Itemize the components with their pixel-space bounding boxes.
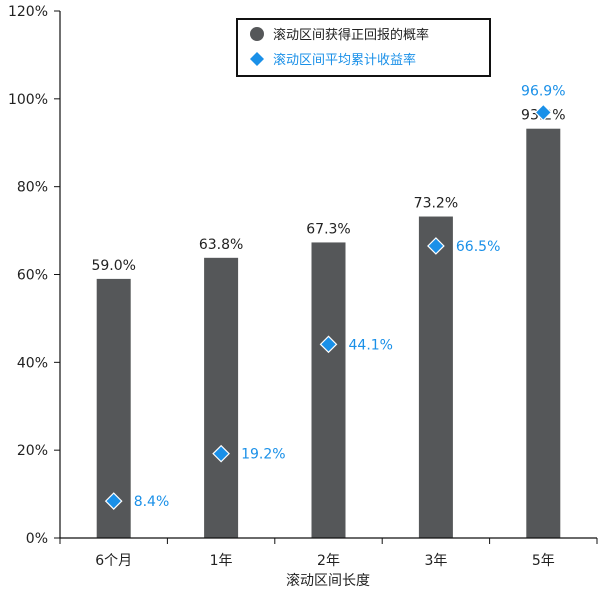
bar-value-label: 59.0%: [91, 258, 135, 274]
legend-label-bar: 滚动区间获得正回报的概率: [273, 27, 429, 43]
bar: [418, 216, 453, 538]
y-axis: 0% 20% 40% 60% 80% 100% 120%: [8, 4, 60, 547]
legend-diamond-swatch: [250, 52, 264, 66]
x-tick-label: 5年: [532, 553, 555, 569]
bar-data-labels: 59.0%63.8%67.3%73.2%93.2%: [91, 108, 565, 274]
legend-box: [236, 18, 491, 77]
marker-value-label: 44.1%: [349, 337, 393, 353]
bar-value-label: 63.8%: [199, 237, 243, 253]
marker-data-labels: 8.4% 19.2% 44.1% 66.5% 96.9%: [134, 83, 566, 510]
x-tick-label: 2年: [317, 553, 340, 569]
bar: [311, 242, 346, 538]
marker-point: [212, 444, 230, 463]
legend-label-marker: 滚动区间平均累计收益率: [273, 52, 416, 68]
x-axis: 6个月 1年 2年 3年 5年: [59, 538, 598, 569]
x-tick-label: 6个月: [95, 553, 132, 569]
marker-point: [534, 103, 553, 122]
y-tick-label: 80%: [17, 180, 48, 196]
y-tick-label: 120%: [8, 4, 48, 20]
x-tick-label: 3年: [424, 553, 447, 569]
y-tick-label: 60%: [17, 268, 48, 284]
legend-bar-swatch: [250, 27, 264, 41]
axes: [59, 11, 597, 539]
y-tick-label: 0%: [26, 531, 48, 547]
bar-series: [96, 128, 561, 539]
marker-value-label: 8.4%: [134, 494, 170, 510]
y-tick-label: 40%: [17, 355, 48, 371]
bar: [204, 257, 239, 538]
y-tick-label: 100%: [8, 92, 48, 108]
x-axis-title: 滚动区间长度: [286, 572, 370, 589]
bar-value-label: 73.2%: [414, 196, 458, 212]
bar: [526, 128, 561, 539]
marker-point: [427, 237, 445, 255]
marker-point: [319, 335, 338, 354]
marker-value-label: 96.9%: [521, 83, 565, 99]
legend: 滚动区间获得正回报的概率 滚动区间平均累计收益率: [236, 18, 491, 77]
bar-value-label: 67.3%: [306, 221, 350, 237]
y-tick-label: 20%: [17, 443, 48, 459]
marker-series: [104, 103, 553, 510]
marker-point: [104, 492, 123, 510]
x-tick-label: 1年: [210, 553, 233, 569]
marker-value-label: 66.5%: [456, 239, 500, 255]
marker-value-label: 19.2%: [241, 447, 285, 463]
